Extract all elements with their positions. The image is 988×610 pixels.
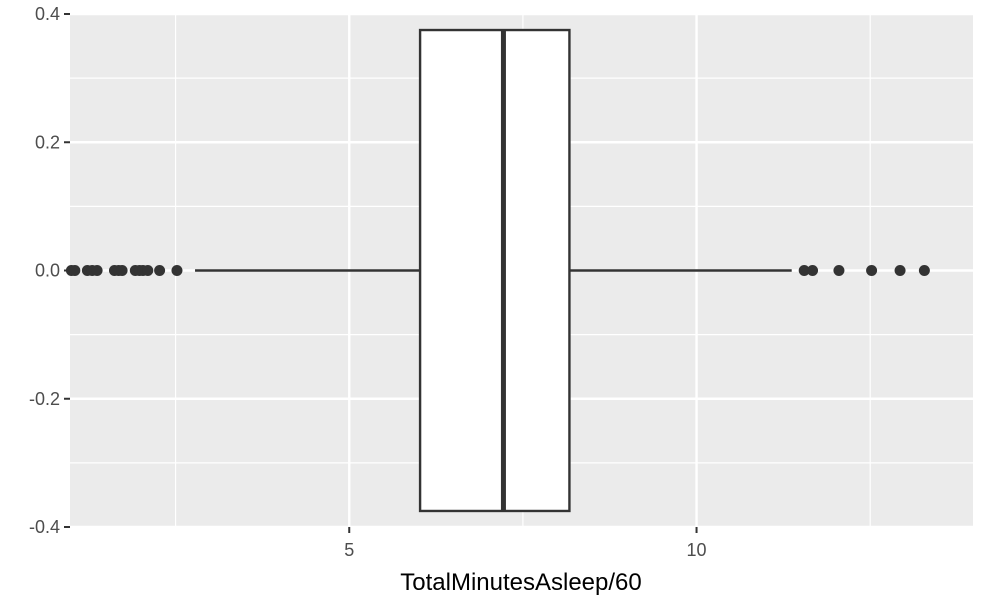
x-tick-label: 10	[687, 540, 707, 560]
y-tick-label: -0.4	[29, 517, 60, 537]
outlier-point	[918, 265, 930, 276]
y-tick-label: 0.0	[35, 261, 60, 281]
outlier-point	[91, 265, 103, 276]
outlier-point	[833, 265, 845, 276]
outlier-point	[866, 265, 878, 276]
box	[418, 28, 571, 513]
y-tick-label: -0.2	[29, 389, 60, 409]
outlier-point	[154, 265, 166, 276]
box-iqr	[418, 28, 571, 513]
outlier-point	[171, 265, 183, 276]
y-tick-label: 0.2	[35, 132, 60, 152]
outlier-point	[798, 265, 810, 276]
outlier-points	[65, 265, 930, 276]
x-tick-label: 5	[344, 540, 354, 560]
outlier-point	[807, 265, 819, 276]
outlier-point	[142, 265, 154, 276]
y-axis: -0.4 -0.2 0.0 0.2 0.4	[29, 4, 70, 537]
outlier-point	[116, 265, 128, 276]
y-tick-label: 0.4	[35, 4, 60, 24]
x-axis-title: TotalMinutesAsleep/60	[400, 569, 641, 596]
outlier-point	[894, 265, 906, 276]
outlier-point	[69, 265, 81, 276]
x-axis: 5 10	[344, 527, 707, 560]
